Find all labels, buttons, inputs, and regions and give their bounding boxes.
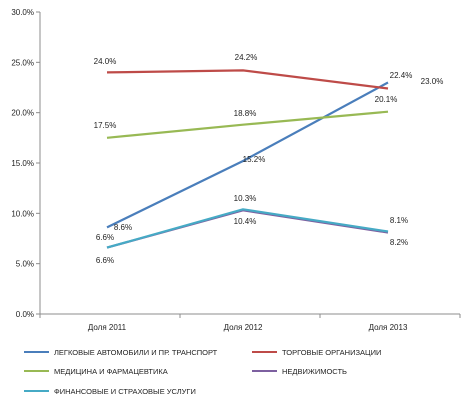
- legend: ЛЕГКОВЫЕ АВТОМОБИЛИ И ПР. ТРАНСПОРТ ТОРГО…: [24, 348, 381, 396]
- y-tick-label: 30.0%: [11, 8, 34, 17]
- series-lines: [106, 69, 389, 249]
- data-label: 18.8%: [234, 109, 257, 118]
- x-category-label: Доля 2011: [88, 323, 127, 332]
- data-label: 6.6%: [96, 256, 114, 265]
- data-label: 10.4%: [234, 217, 257, 226]
- x-category-label: Доля 2013: [369, 323, 408, 332]
- data-label: 23.0%: [421, 77, 444, 86]
- data-label: 24.0%: [94, 57, 117, 66]
- data-label: 22.4%: [390, 71, 413, 80]
- data-label: 8.1%: [390, 216, 408, 225]
- legend-label-1: ЛЕГКОВЫЕ АВТОМОБИЛИ И ПР. ТРАНСПОРТ: [54, 348, 218, 357]
- legend-label-4: НЕДВИЖИМОСТЬ: [282, 367, 347, 376]
- series-line-2: [106, 69, 389, 90]
- series-line-4: [106, 209, 389, 249]
- data-label: 8.2%: [390, 238, 408, 247]
- legend-label-3: МЕДИЦИНА И ФАРМАЦЕВТИКА: [54, 367, 168, 376]
- y-tick-label: 25.0%: [11, 58, 34, 67]
- data-labels: 8.6% 15.2% 23.0% 24.0% 24.2% 22.4% 17.5% 18.8% 2…: [94, 53, 444, 265]
- y-tick-label: 20.0%: [11, 109, 34, 118]
- axes: 0.0% 5.0% 10.0% 15.0% 20.0% 25.0% 30.0% Доля 20…: [11, 8, 461, 332]
- data-label: 10.3%: [234, 194, 257, 203]
- y-tick-label: 15.0%: [11, 159, 34, 168]
- y-tick-label: 10.0%: [11, 209, 34, 218]
- legend-label-5: ФИНАНСОВЫЕ И СТРАХОВЫЕ УСЛУГИ: [54, 387, 196, 396]
- data-label: 6.6%: [96, 233, 114, 242]
- y-tick-label: 5.0%: [16, 260, 34, 269]
- series-line-3: [106, 110, 389, 139]
- series-line-5: [106, 208, 389, 249]
- data-label: 8.6%: [114, 223, 132, 232]
- data-label: 20.1%: [375, 95, 398, 104]
- x-category-label: Доля 2012: [224, 323, 263, 332]
- legend-label-2: ТОРГОВЫЕ ОРГАНИЗАЦИИ: [282, 348, 381, 357]
- data-label: 17.5%: [94, 121, 117, 130]
- data-label: 15.2%: [243, 155, 266, 164]
- data-label: 24.2%: [235, 53, 258, 62]
- series-line-1: [106, 81, 389, 229]
- y-tick-label: 0.0%: [16, 310, 34, 319]
